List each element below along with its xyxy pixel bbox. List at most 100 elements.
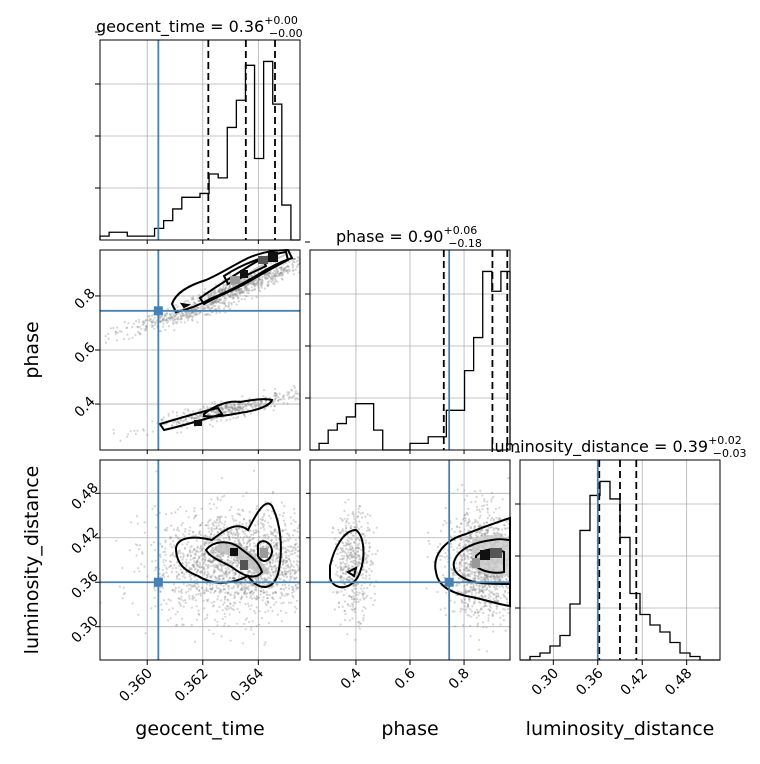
sample-point — [201, 566, 203, 568]
sample-point — [294, 572, 296, 574]
sample-point — [370, 570, 372, 572]
sample-point — [349, 605, 351, 607]
sample-point — [210, 541, 212, 543]
sample-point — [289, 569, 291, 571]
sample-point — [199, 562, 201, 564]
sample-point — [210, 293, 212, 295]
sample-point — [212, 633, 214, 635]
sample-point — [231, 529, 233, 531]
sample-point — [167, 308, 169, 310]
sample-point — [332, 526, 334, 528]
sample-point — [250, 550, 252, 552]
sample-point — [288, 398, 290, 400]
sample-point — [363, 614, 365, 616]
sample-point — [270, 531, 272, 533]
sample-point — [214, 403, 216, 405]
sample-point — [290, 565, 292, 567]
sample-point — [248, 621, 250, 623]
sample-point — [355, 520, 357, 522]
sample-point — [469, 608, 471, 610]
sample-point — [279, 597, 281, 599]
sample-point — [466, 524, 468, 526]
sample-point — [244, 533, 246, 535]
sample-point — [275, 552, 277, 554]
sample-point — [172, 567, 174, 569]
sample-point — [427, 532, 429, 534]
sample-point — [354, 639, 356, 641]
sample-point — [242, 495, 244, 497]
sample-point — [286, 269, 288, 271]
sample-point — [215, 411, 217, 413]
sample-point — [253, 470, 255, 472]
sample-point — [154, 569, 156, 571]
sample-point — [142, 428, 144, 430]
sample-point — [119, 586, 121, 588]
sample-point — [268, 515, 270, 517]
sample-point — [262, 599, 264, 601]
sample-point — [495, 612, 497, 614]
sample-point — [351, 565, 353, 567]
sample-point — [474, 611, 476, 613]
sample-point — [200, 550, 202, 552]
sample-point — [171, 546, 173, 548]
sample-point — [178, 586, 180, 588]
sample-point — [179, 506, 181, 508]
sample-point — [486, 650, 488, 652]
sample-point — [281, 530, 283, 532]
sample-point — [209, 424, 211, 426]
sample-point — [204, 288, 206, 290]
sample-point — [495, 595, 497, 597]
sample-point — [457, 489, 459, 491]
sample-point — [213, 305, 215, 307]
sample-point — [450, 546, 452, 548]
sample-point — [174, 556, 176, 558]
sample-point — [134, 334, 136, 336]
sample-point — [200, 592, 202, 594]
sample-point — [474, 526, 476, 528]
sample-point — [266, 534, 268, 536]
sample-point — [482, 612, 484, 614]
sample-point — [491, 492, 493, 494]
sample-point — [503, 619, 505, 621]
sample-point — [290, 523, 292, 525]
sample-point — [180, 431, 182, 433]
sample-point — [292, 586, 294, 588]
sample-point — [273, 566, 275, 568]
sample-point — [348, 522, 350, 524]
sample-point — [373, 532, 375, 534]
sample-point — [254, 578, 256, 580]
sample-point — [264, 277, 266, 279]
sample-point — [219, 592, 221, 594]
sample-point — [188, 595, 190, 597]
sample-point — [468, 574, 470, 576]
sample-point — [261, 276, 263, 278]
sample-point — [216, 518, 218, 520]
sample-point — [270, 517, 272, 519]
sample-point — [179, 603, 181, 605]
sample-point — [471, 586, 473, 588]
sample-point — [137, 614, 139, 616]
sample-point — [254, 406, 256, 408]
sample-point — [342, 561, 344, 563]
sample-point — [499, 611, 501, 613]
sample-point — [220, 419, 222, 421]
sample-point — [105, 335, 107, 337]
sample-point — [267, 284, 269, 286]
sample-point — [292, 553, 294, 555]
sample-point — [231, 556, 233, 558]
sample-point — [154, 317, 156, 319]
sample-point — [168, 566, 170, 568]
sample-point — [186, 543, 188, 545]
sample-point — [504, 534, 506, 536]
sample-point — [227, 599, 229, 601]
sample-point — [215, 522, 217, 524]
sample-point — [464, 588, 466, 590]
sample-point — [354, 598, 356, 600]
sample-point — [204, 592, 206, 594]
sample-point — [460, 523, 462, 525]
sample-point — [236, 303, 238, 305]
sample-point — [177, 508, 179, 510]
sample-point — [488, 617, 490, 619]
sample-point — [490, 519, 492, 521]
sample-point — [297, 550, 299, 552]
